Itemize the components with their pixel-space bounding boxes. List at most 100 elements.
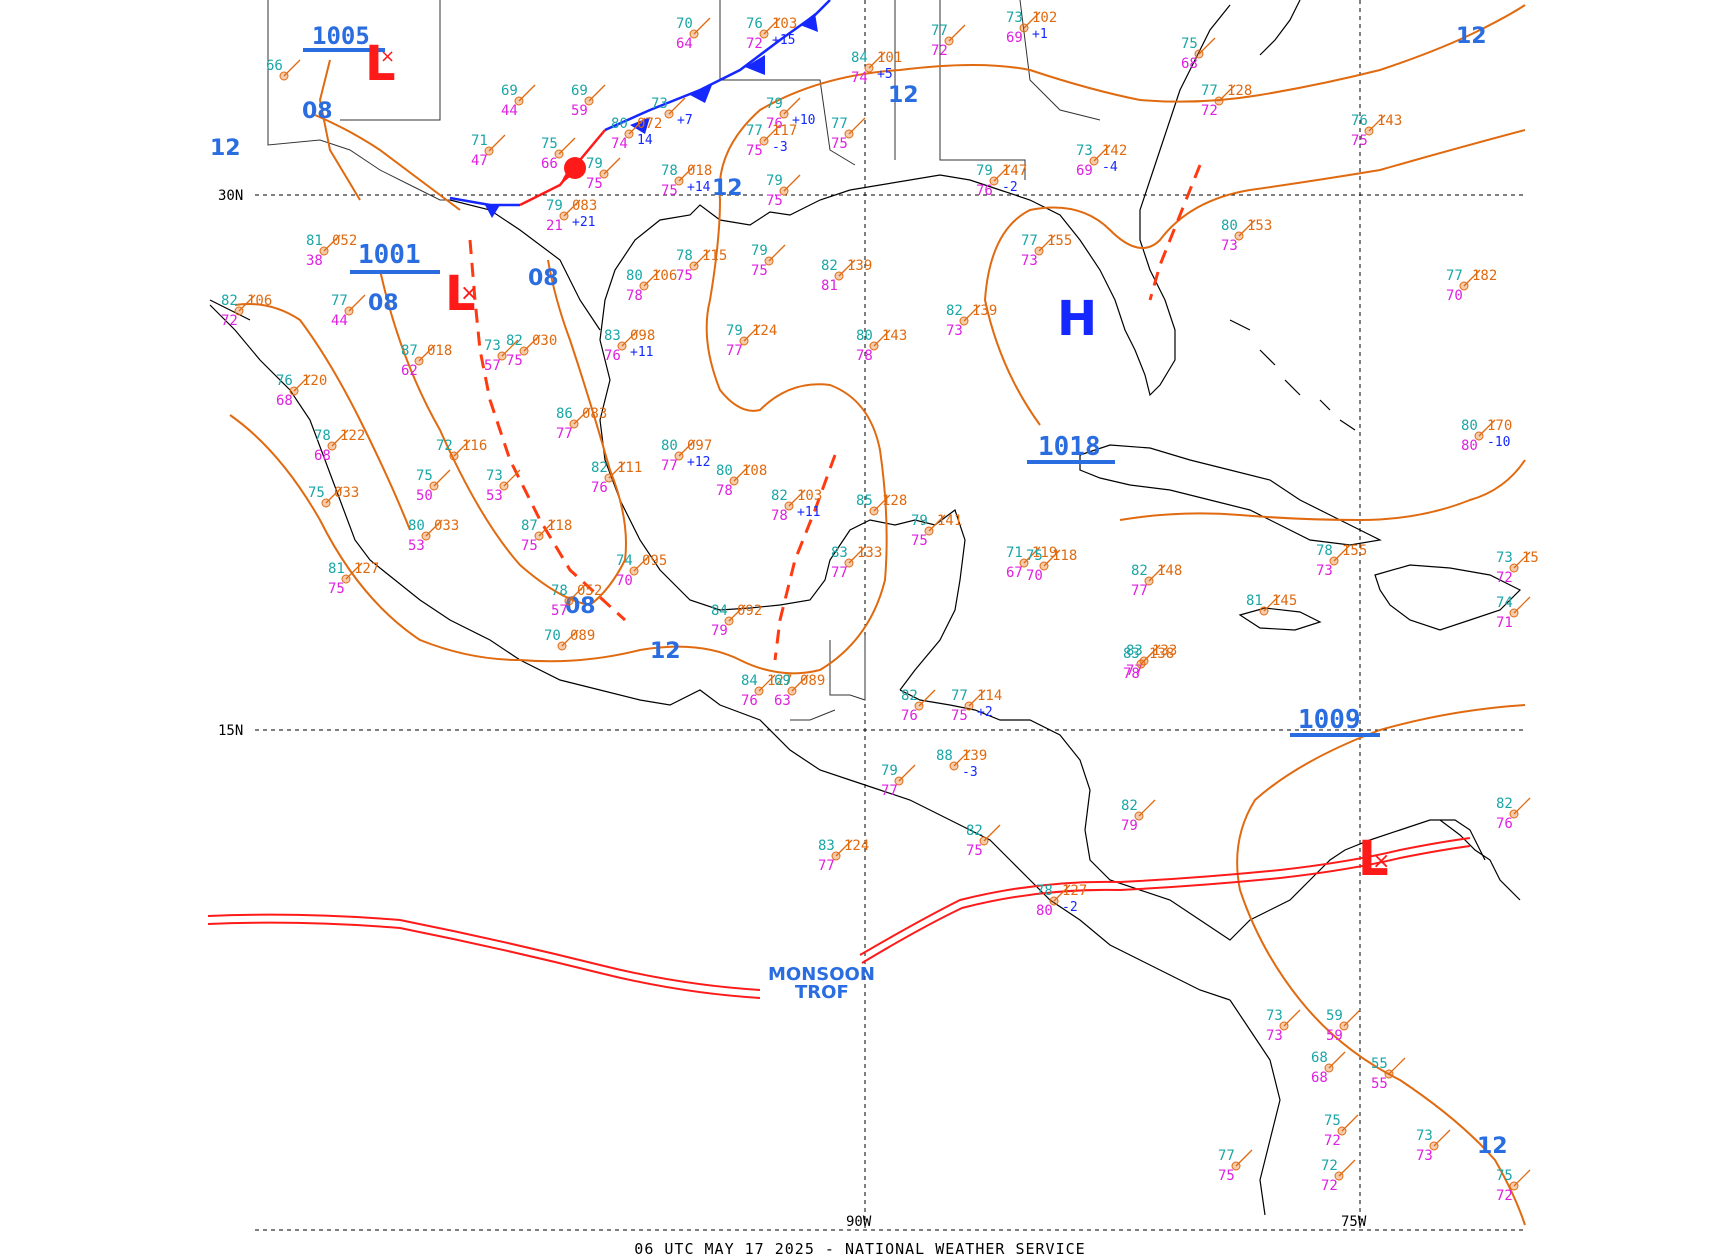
station-plot: 84 74 101+5 bbox=[851, 50, 902, 86]
station-dewpoint: 77 bbox=[726, 343, 743, 359]
low-1001-x-icon: × bbox=[460, 281, 478, 306]
station-temperature: 77 bbox=[1201, 83, 1218, 99]
map-footer: 06 UTC MAY 17 2025 - NATIONAL WEATHER SE… bbox=[634, 1240, 1086, 1258]
lat-lon-grid: 30N 15N 90W 75W bbox=[218, 0, 1525, 1231]
station-plot: 82 77 148 bbox=[1131, 563, 1182, 599]
lon-75w-label: 75W bbox=[1341, 1214, 1367, 1230]
station-plot: 84 76 127 bbox=[741, 673, 792, 709]
monsoon-trough: MONSOON TROF bbox=[207, 837, 1471, 1003]
station-dewpoint: 76 bbox=[741, 693, 758, 709]
station-pressure: 148 bbox=[1157, 563, 1182, 579]
station-plot: 80 53 033 bbox=[408, 518, 459, 554]
station-dewpoint: 72 bbox=[1201, 103, 1218, 119]
station-dewpoint: 75 bbox=[951, 708, 968, 724]
monsoon-label-line2: TROF bbox=[795, 982, 849, 1003]
station-pressure: 052 bbox=[577, 583, 602, 599]
station-plot: 77 73 155 bbox=[1021, 233, 1072, 269]
station-dewpoint: 44 bbox=[331, 313, 348, 329]
station-wind-barb-icon bbox=[928, 514, 946, 532]
isobar-12-west bbox=[229, 4, 1526, 675]
station-dewpoint: 77 bbox=[1131, 583, 1148, 599]
low-1005-value: 1005 bbox=[312, 22, 370, 50]
station-dewpoint: 70 bbox=[1026, 568, 1043, 584]
station-temperature: 77 bbox=[1446, 268, 1463, 284]
monsoon-label-line1: MONSOON bbox=[768, 964, 875, 985]
station-pressure: 122 bbox=[340, 428, 365, 444]
cuba bbox=[1079, 444, 1382, 546]
station-dewpoint: 69 bbox=[1076, 163, 1093, 179]
station-pressure: 083 bbox=[582, 406, 607, 422]
station-temperature: 55 bbox=[1371, 1056, 1388, 1072]
low-1001-value: 1001 bbox=[358, 240, 421, 270]
station-dewpoint: 44 bbox=[501, 103, 518, 119]
station-dewpoint: 73 bbox=[946, 323, 963, 339]
station-wind-barb-icon bbox=[1238, 219, 1256, 237]
station-wind-barb-icon bbox=[791, 674, 809, 692]
station-temperature: 79 bbox=[911, 513, 928, 529]
high-1018-value: 1018 bbox=[1038, 432, 1101, 462]
station-dewpoint: 73 bbox=[1316, 563, 1333, 579]
station-pressure: 018 bbox=[687, 163, 712, 179]
station-dewpoint: 76 bbox=[604, 348, 621, 364]
isobar-16-east bbox=[1119, 459, 1526, 522]
station-temperature: 87 bbox=[401, 343, 418, 359]
station-plot: 78 57 052 bbox=[551, 583, 602, 619]
station-temperature: 71 bbox=[471, 133, 488, 149]
station-dewpoint: 78 bbox=[1123, 666, 1140, 682]
station-plot: 77 70 182 bbox=[1446, 268, 1497, 304]
station-dewpoint: 77 bbox=[881, 783, 898, 799]
station-dewpoint: 75 bbox=[586, 176, 603, 192]
station-plot: 79 76 +10 bbox=[766, 96, 815, 132]
station-pressure: 117 bbox=[772, 123, 797, 139]
station-wind-barb-icon bbox=[948, 24, 966, 42]
station-plot: 84 79 092 bbox=[711, 603, 762, 639]
station-pressure-change: -2 bbox=[1002, 180, 1018, 195]
station-plot: 82 81 139 bbox=[821, 258, 872, 294]
station-wind-barb-icon bbox=[1140, 647, 1158, 665]
station-temperature: 79 bbox=[766, 173, 783, 189]
station-wind-barb-icon bbox=[628, 117, 646, 135]
isobar-label: 08 bbox=[565, 594, 596, 619]
station-temperature: 81 bbox=[306, 233, 323, 249]
station-pressure: 182 bbox=[1472, 268, 1497, 284]
station-wind-barb-icon bbox=[568, 584, 586, 602]
station-dewpoint: 75 bbox=[746, 143, 763, 159]
station-temperature: 82 bbox=[821, 258, 838, 274]
station-pressure: 138 bbox=[1149, 646, 1174, 662]
station-plot: 80 78 108 bbox=[716, 463, 767, 499]
station-pressure: 153 bbox=[1247, 218, 1272, 234]
station-wind-barb-icon bbox=[283, 59, 301, 77]
station-wind-barb-icon bbox=[783, 97, 801, 115]
monsoon-trough-west-lower bbox=[207, 921, 761, 999]
isobar-label: 12 bbox=[210, 136, 241, 161]
isobars bbox=[229, 4, 1526, 1226]
station-temperature: 84 bbox=[711, 603, 728, 619]
station-dewpoint: 63 bbox=[774, 693, 791, 709]
station-wind-barb-icon bbox=[573, 407, 591, 425]
station-plot: 76 68 120 bbox=[276, 373, 327, 409]
low-1001-letter: L bbox=[445, 266, 476, 322]
monsoon-trough-east-upper bbox=[859, 837, 1471, 956]
low-center-1009: 1009 L × bbox=[1290, 705, 1390, 887]
station-dewpoint: 75 bbox=[831, 136, 848, 152]
cold-front-barb-1 bbox=[485, 205, 500, 218]
station-temperature: 79 bbox=[751, 243, 768, 259]
station-wind-barb-icon bbox=[418, 344, 436, 362]
station-wind-barb-icon bbox=[538, 519, 556, 537]
station-pressure-change: +11 bbox=[797, 505, 820, 520]
station-wind-barb-icon bbox=[558, 137, 576, 155]
station-pressure: 089 bbox=[800, 673, 825, 689]
station-dewpoint: 50 bbox=[416, 488, 433, 504]
isobar-08-west bbox=[318, 59, 361, 201]
station-dewpoint: 76 bbox=[1496, 816, 1513, 832]
station-wind-barb-icon bbox=[678, 164, 696, 182]
warm-front-semicircle bbox=[564, 157, 586, 179]
station-plot: 79 76 147-2 bbox=[976, 163, 1027, 199]
station-dewpoint: 55 bbox=[1371, 1076, 1388, 1092]
